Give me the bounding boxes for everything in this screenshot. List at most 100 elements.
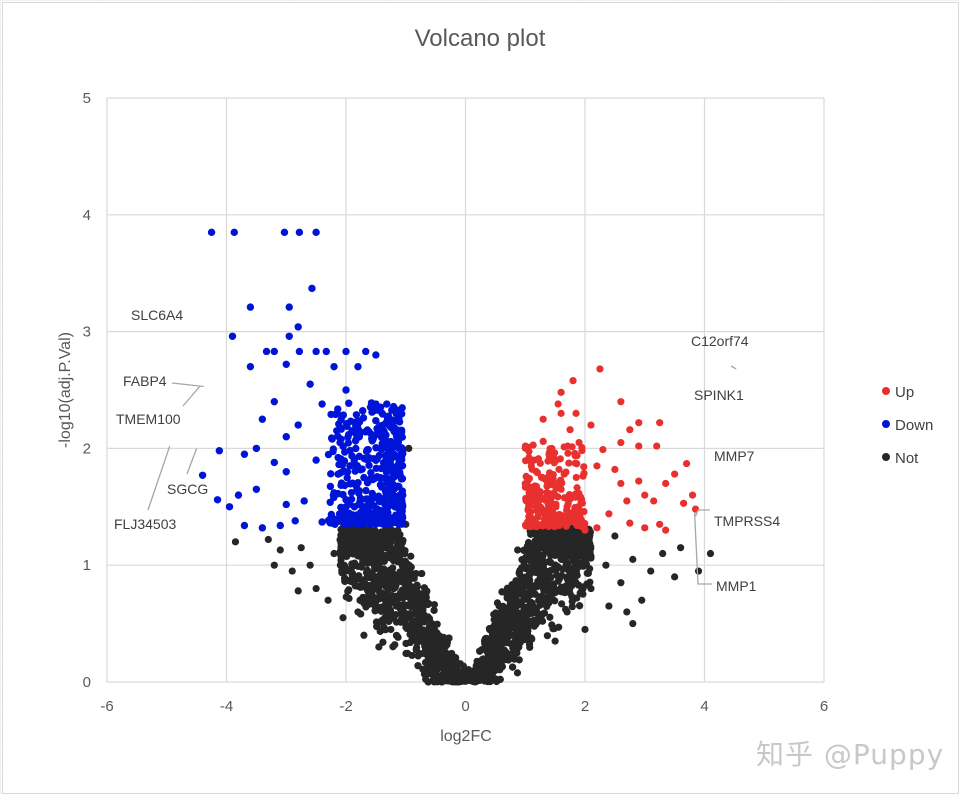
annotation-leader (171, 382, 204, 388)
not-point (345, 586, 353, 594)
x-tick-label: 6 (820, 698, 828, 715)
down-point (347, 417, 355, 425)
not-point (507, 594, 515, 602)
up-point (534, 510, 543, 519)
not-point (490, 616, 498, 624)
not-point (541, 543, 550, 551)
down-point (378, 511, 386, 519)
down-point (367, 468, 375, 477)
not-point (339, 614, 347, 622)
down-point (364, 505, 372, 513)
not-point (401, 572, 409, 580)
not-point (694, 567, 703, 575)
down-point (294, 421, 302, 429)
not-point (360, 631, 368, 639)
not-point (407, 552, 415, 560)
up-point (626, 426, 634, 434)
not-point (503, 620, 511, 628)
down-point (276, 521, 284, 530)
down-point (396, 409, 404, 418)
not-point (659, 549, 667, 558)
down-point (362, 455, 370, 463)
up-point (635, 477, 643, 485)
not-point (288, 567, 296, 575)
up-point (587, 421, 595, 429)
down-point (326, 498, 334, 507)
down-point (395, 459, 403, 467)
not-point (494, 630, 503, 638)
not-point (499, 656, 507, 664)
not-point (418, 569, 426, 578)
down-point (353, 423, 362, 431)
not-point (545, 584, 553, 593)
x-tick-label: 4 (700, 698, 708, 715)
not-point (489, 647, 497, 655)
down-point (306, 380, 314, 388)
not-point (330, 549, 338, 558)
not-point (514, 546, 522, 554)
down-point (359, 514, 368, 522)
not-point (561, 588, 569, 597)
not-point (564, 534, 572, 542)
up-point (569, 377, 577, 385)
not-point (568, 603, 576, 611)
not-point (365, 582, 373, 590)
up-point (545, 490, 553, 498)
down-point (336, 438, 344, 447)
down-point (356, 494, 365, 502)
up-point (567, 494, 575, 503)
not-point (617, 579, 625, 587)
down-point (285, 332, 293, 340)
not-point (337, 556, 345, 564)
up-point (572, 473, 580, 482)
down-point (228, 332, 237, 340)
down-point (328, 435, 336, 443)
not-point (425, 649, 433, 657)
down-point (372, 351, 380, 359)
not-point (380, 623, 388, 631)
up-point (564, 449, 572, 457)
up-point (641, 491, 649, 499)
not-point (482, 642, 490, 650)
down-point (252, 485, 261, 493)
annotation-leader (693, 512, 712, 585)
x-tick-label: 2 (581, 698, 589, 715)
up-point (593, 524, 601, 532)
gene-label: TMEM100 (116, 411, 181, 427)
not-point (420, 670, 429, 678)
annotations: SLC6A4 FABP4 TMEM100 SGCG FLJ34503 C12orf74 SP… (114, 307, 780, 594)
up-point (521, 444, 529, 452)
x-axis-label: log2FC (440, 728, 492, 745)
down-point (352, 461, 360, 470)
down-point (381, 500, 389, 509)
up-point (611, 465, 619, 474)
up-point (581, 526, 589, 534)
not-point (569, 538, 577, 546)
gene-label: SPINK1 (694, 387, 744, 403)
not-point (373, 585, 382, 593)
down-point (352, 444, 360, 453)
gene-label: SGCG (167, 481, 208, 497)
up-point (571, 450, 579, 458)
not-point (430, 606, 438, 614)
y-tick-label: 5 (83, 90, 91, 107)
x-tick-label: -2 (339, 698, 352, 715)
down-point (393, 436, 401, 445)
up-point (552, 503, 560, 511)
down-point (375, 422, 384, 430)
series-down (198, 228, 407, 532)
not-point (496, 640, 505, 649)
not-point (485, 625, 494, 633)
not-point (342, 567, 350, 575)
down-point (295, 347, 304, 356)
not-point (385, 567, 393, 576)
not-point (483, 648, 491, 656)
not-point (508, 663, 517, 671)
down-point (300, 497, 308, 505)
not-point (551, 637, 559, 645)
down-point (342, 503, 350, 511)
x-tick-label: -6 (100, 698, 113, 715)
up-point (541, 509, 549, 517)
down-point (358, 520, 367, 528)
not-point (557, 527, 566, 536)
